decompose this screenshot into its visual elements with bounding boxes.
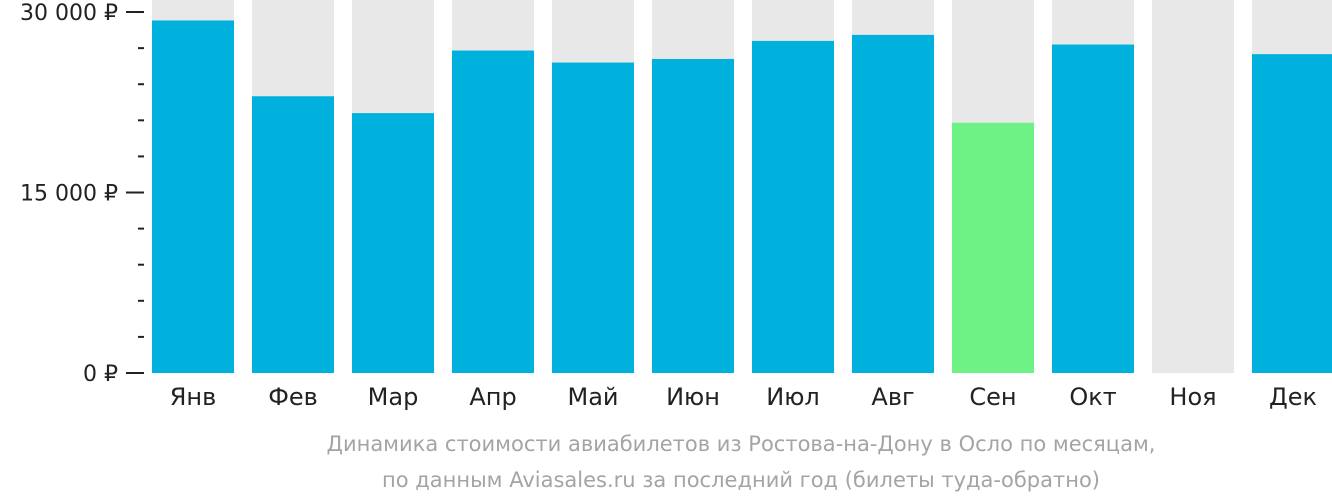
bar-4	[452, 50, 534, 373]
bar-3	[352, 113, 434, 374]
bar-background-11	[1152, 0, 1234, 373]
bar-12	[1252, 54, 1332, 373]
bar-7	[752, 40, 834, 374]
bar-10	[1052, 44, 1134, 374]
bar-6	[652, 58, 734, 373]
x-tick-label-3: Мар	[368, 383, 419, 411]
x-tick-label-9: Сен	[969, 383, 1016, 411]
y-tick-label-3: 30 000 ₽	[20, 1, 118, 26]
x-tick-label-7: Июл	[766, 383, 820, 411]
y-tick-label-1: 0 ₽	[83, 362, 118, 387]
x-tick-label-10: Окт	[1069, 383, 1116, 411]
x-tick-label-4: Апр	[469, 383, 516, 411]
y-tick-label-2: 15 000 ₽	[20, 182, 118, 207]
chart-caption-line-2: по данным Aviasales.ru за последний год …	[382, 468, 1100, 492]
bar-5	[552, 62, 634, 373]
x-tick-label-8: Авг	[871, 383, 914, 411]
x-tick-label-11: Ноя	[1169, 383, 1216, 411]
bar-2	[252, 96, 334, 374]
chart-caption-line-1: Динамика стоимости авиабилетов из Ростов…	[326, 432, 1156, 456]
x-tick-label-5: Май	[567, 383, 618, 411]
x-tick-label-6: Июн	[666, 383, 720, 411]
bar-9	[952, 122, 1034, 373]
x-tick-label-1: Янв	[170, 383, 217, 411]
bar-1	[152, 20, 234, 374]
bar-8	[852, 34, 934, 373]
x-tick-label-12: Дек	[1269, 383, 1317, 411]
x-tick-label-2: Фев	[268, 383, 318, 411]
